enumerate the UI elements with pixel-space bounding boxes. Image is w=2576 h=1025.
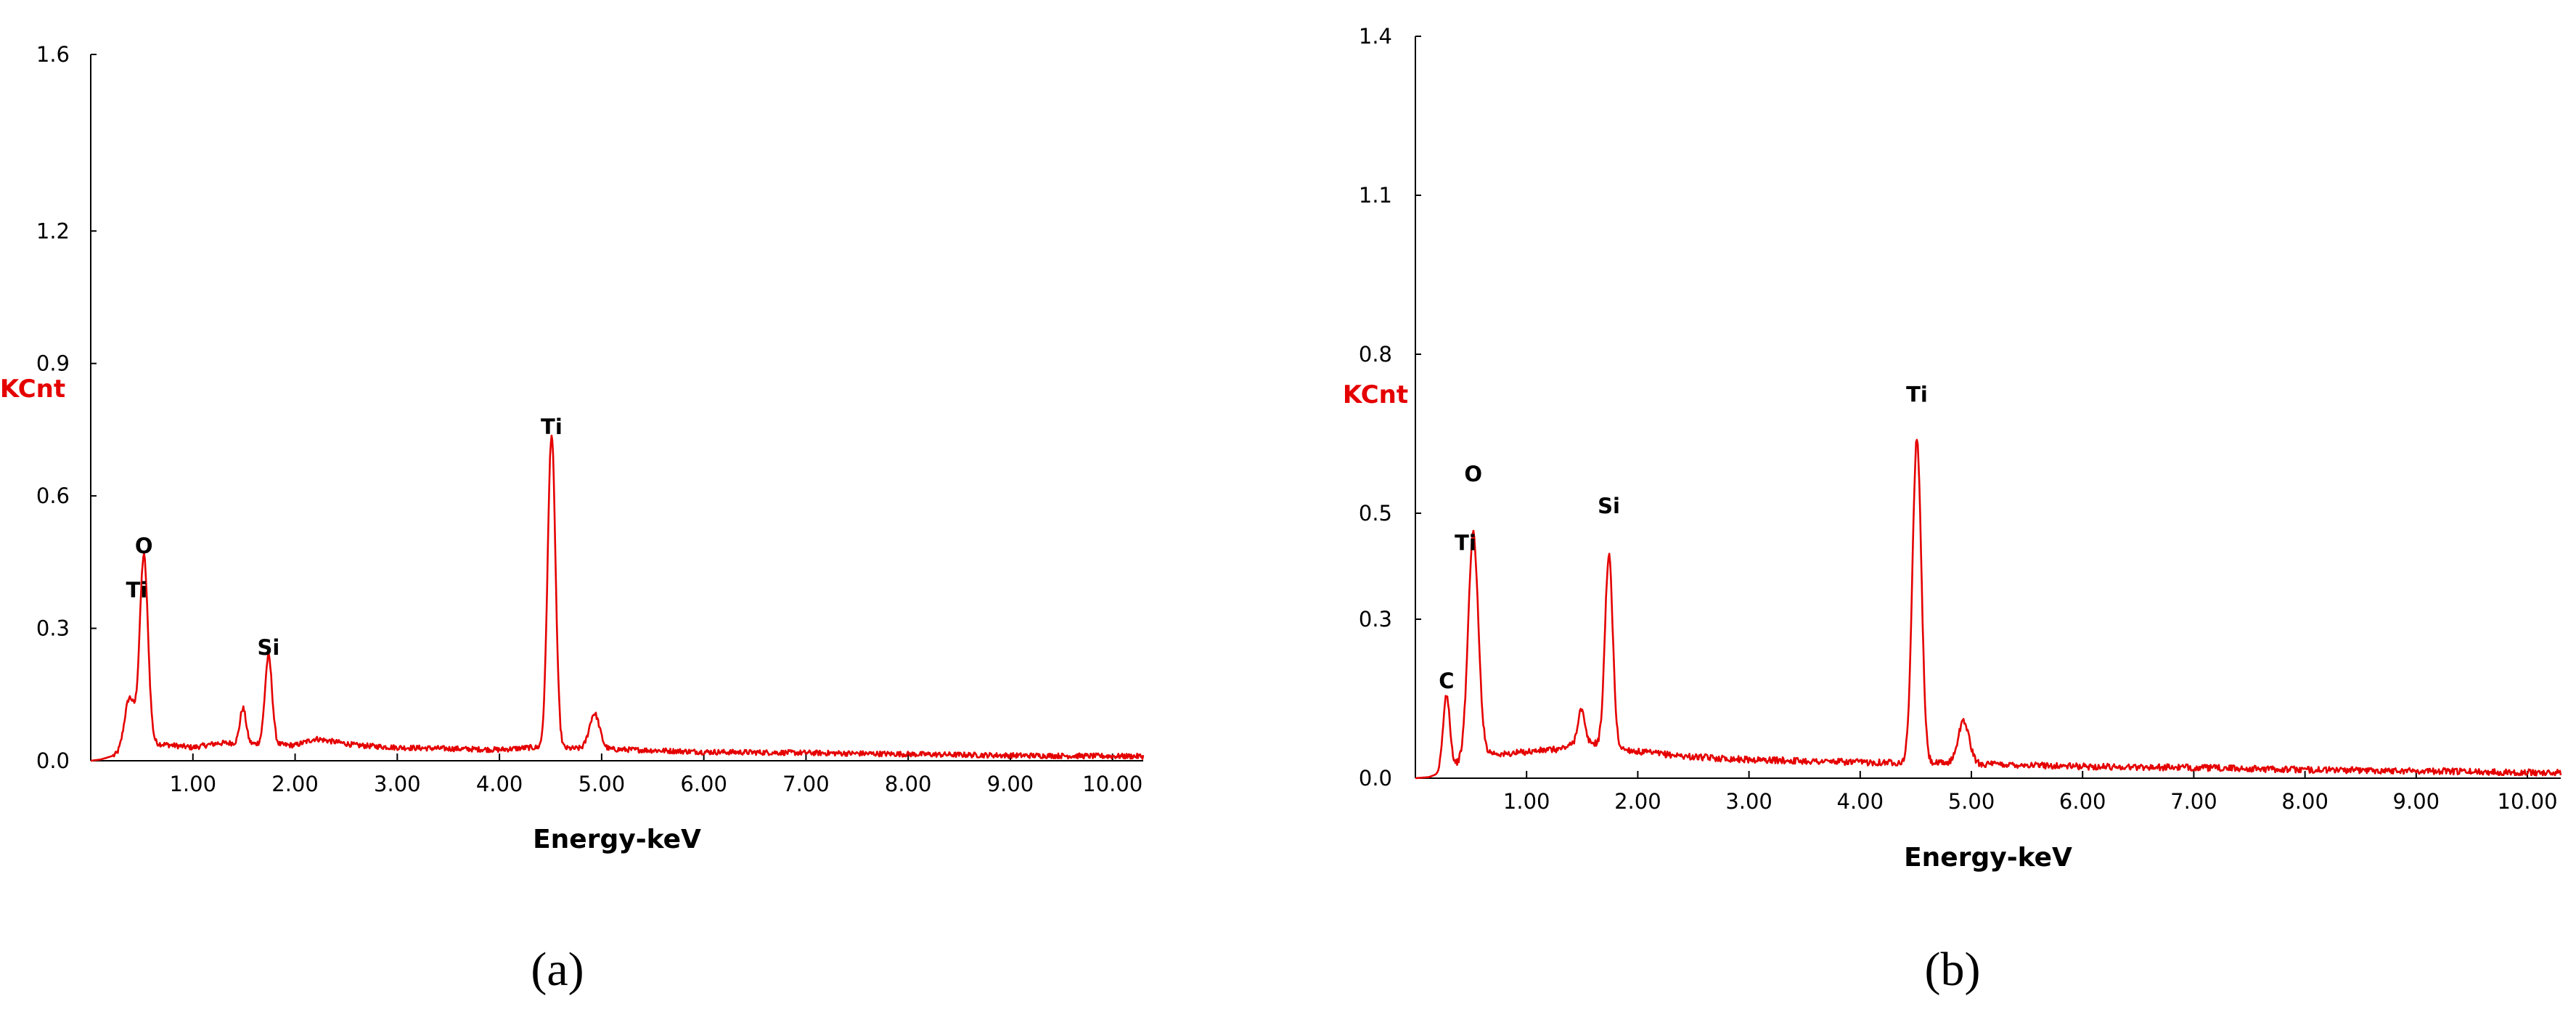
x-tick-label: 4.00 xyxy=(476,772,523,796)
y-tick-label: 0.3 xyxy=(36,616,70,641)
x-tick-label: 6.00 xyxy=(680,772,727,796)
y-tick-label: 0.0 xyxy=(1359,766,1392,791)
x-tick-label: 6.00 xyxy=(2059,789,2106,814)
x-tick-label: 5.00 xyxy=(578,772,626,796)
peak-label: Ti xyxy=(1455,531,1476,555)
panel-label: (a) xyxy=(531,943,584,996)
y-tick-label: 0.3 xyxy=(1359,607,1392,632)
x-tick-label: 10.00 xyxy=(1082,772,1142,796)
x-tick-label: 8.00 xyxy=(2281,789,2328,814)
peak-label: Si xyxy=(258,635,280,660)
spectrum-line xyxy=(1415,438,2562,780)
x-axis-label: Energy-keV xyxy=(533,825,701,854)
panel-label: (b) xyxy=(1925,943,1981,996)
peak-label: O xyxy=(1464,462,1482,486)
x-tick-label: 5.00 xyxy=(1948,789,1995,814)
y-axis-label: KCnt xyxy=(1343,380,1408,409)
x-tick-label: 2.00 xyxy=(1614,789,1661,814)
y-tick-label: 0.0 xyxy=(36,748,70,773)
x-tick-label: 8.00 xyxy=(885,772,932,796)
x-axis-label: Energy-keV xyxy=(1904,843,2072,873)
y-tick-label: 1.6 xyxy=(36,42,70,67)
y-tick-label: 0.6 xyxy=(36,483,70,508)
x-tick-label: 3.00 xyxy=(374,772,421,796)
panel-a: 0.0 0.3 0.6 0.9 1.2 1.6 1.00 2.00 3.00 4.00 5.00 6.… xyxy=(0,42,1145,996)
y-tick-label: 0.5 xyxy=(1359,501,1392,526)
peak-label: Si xyxy=(1598,494,1620,518)
y-tick-label: 0.8 xyxy=(1359,342,1392,367)
x-tick-label: 3.00 xyxy=(1725,789,1772,814)
y-tick-label: 1.1 xyxy=(1359,183,1392,208)
peak-label: Ti xyxy=(541,415,563,439)
x-tick-label: 7.00 xyxy=(782,772,830,796)
x-tick-label: 9.00 xyxy=(987,772,1034,796)
y-axis-label: KCnt xyxy=(0,375,65,404)
peak-label: C xyxy=(1439,669,1454,693)
y-tick-label: 0.9 xyxy=(36,351,70,376)
spectrum-line xyxy=(90,434,1145,762)
y-tick-label: 1.4 xyxy=(1359,24,1392,49)
x-tick-label: 4.00 xyxy=(1837,789,1884,814)
x-tick-label: 1.00 xyxy=(169,772,216,796)
x-tick-label: 1.00 xyxy=(1503,789,1550,814)
x-tick-label: 9.00 xyxy=(2393,789,2440,814)
x-tick-label: 10.00 xyxy=(2498,789,2558,814)
peak-label: Ti xyxy=(126,578,147,603)
x-tick-label: 2.00 xyxy=(271,772,319,796)
x-tick-label: 7.00 xyxy=(2170,789,2217,814)
y-tick-label: 1.2 xyxy=(36,219,70,243)
peak-label: Ti xyxy=(1906,383,1928,407)
panel-b: 0.0 0.3 0.5 0.8 1.1 1.4 1.00 2.00 3.00 4.00 5.00 6.… xyxy=(1343,24,2562,996)
peak-label: O xyxy=(135,534,153,558)
